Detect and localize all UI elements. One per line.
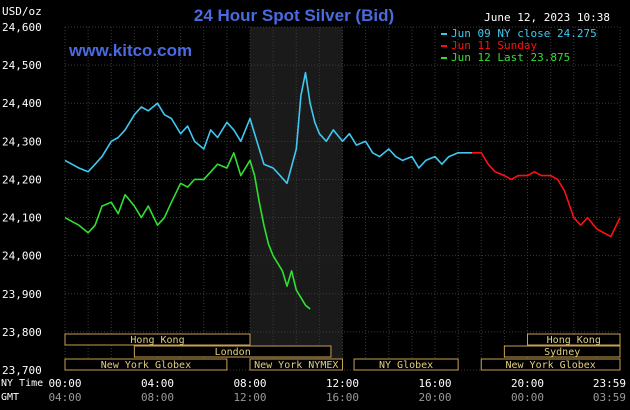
x-tick-label-ny: 12:00 (326, 377, 359, 390)
x-tick-label-gmt: 03:59 (593, 391, 626, 404)
legend-entry: Jun 11 Sunday (451, 39, 537, 52)
x-tick-label-gmt: 12:00 (233, 391, 266, 404)
y-tick-label: 23,800 (2, 326, 42, 339)
market-label: Hong Kong (130, 335, 184, 346)
x-tick-label-ny: 08:00 (233, 377, 266, 390)
source-watermark: www.kitco.com (68, 41, 192, 60)
x-tick-label-gmt: 16:00 (326, 391, 359, 404)
x-tick-label-gmt: 20:00 (418, 391, 451, 404)
y-tick-label: 24,500 (2, 59, 42, 72)
y-tick-label: 24,100 (2, 212, 42, 225)
market-box (133, 345, 332, 358)
y-tick-label: 24,300 (2, 135, 42, 148)
market-box (64, 358, 228, 371)
chart-datetime: June 12, 2023 10:38 (484, 11, 610, 24)
market-box (527, 333, 621, 346)
x-row-label-gmt: GMT (1, 392, 19, 403)
y-tick-label: 24,400 (2, 97, 42, 110)
x-tick-label-ny: 00:00 (48, 377, 81, 390)
legend-swatch (441, 57, 447, 59)
legend-entry: Jun 12 Last 23.875 (451, 51, 570, 64)
x-axis: NY TimeGMT00:0004:0004:0008:0008:0012:00… (1, 377, 626, 404)
x-tick-label-ny: 16:00 (418, 377, 451, 390)
series-line-2 (472, 152, 621, 238)
x-tick-label-gmt: 08:00 (141, 391, 174, 404)
market-label: New York NYMEX (254, 360, 338, 371)
market-box (64, 333, 251, 346)
market-label: NY Globex (379, 360, 433, 371)
market-label: Hong Kong (547, 335, 601, 346)
series-group (64, 71, 621, 310)
market-box (480, 358, 621, 371)
x-row-label-ny: NY Time (1, 378, 43, 389)
legend-swatch (441, 33, 447, 35)
series-line-1 (64, 71, 472, 185)
market-label: Sydney (544, 347, 580, 358)
x-tick-label-gmt: 00:00 (511, 391, 544, 404)
x-tick-label-ny: 23:59 (593, 377, 626, 390)
market-sessions: Hong Kong Hong Kong London Sydney New York G… (64, 333, 621, 371)
y-tick-label: 23,700 (2, 364, 42, 377)
y-axis: 24,600 24,500 24,400 24,300 24,200 24,100 24,0… (2, 21, 42, 377)
y-tick-label: 23,900 (2, 288, 42, 301)
y-tick-label: 24,200 (2, 173, 42, 186)
legend-swatch (441, 45, 447, 47)
chart-title: 24 Hour Spot Silver (Bid) (194, 6, 394, 25)
units-label: USD/oz (2, 5, 42, 18)
x-tick-label-ny: 20:00 (511, 377, 544, 390)
market-box (249, 358, 343, 371)
market-box (503, 345, 621, 358)
market-label: New York Globex (505, 360, 595, 371)
x-tick-label-gmt: 04:00 (48, 391, 81, 404)
legend-entry: Jun 09 NY close 24.275 (451, 27, 597, 40)
market-label: New York Globex (101, 360, 191, 371)
series-line-3 (64, 152, 311, 310)
y-tick-label: 24,000 (2, 250, 42, 263)
x-tick-label-ny: 04:00 (141, 377, 174, 390)
y-tick-label: 24,600 (2, 21, 42, 34)
chart-grid (64, 26, 621, 371)
market-label: London (215, 347, 251, 358)
market-box (353, 358, 459, 371)
